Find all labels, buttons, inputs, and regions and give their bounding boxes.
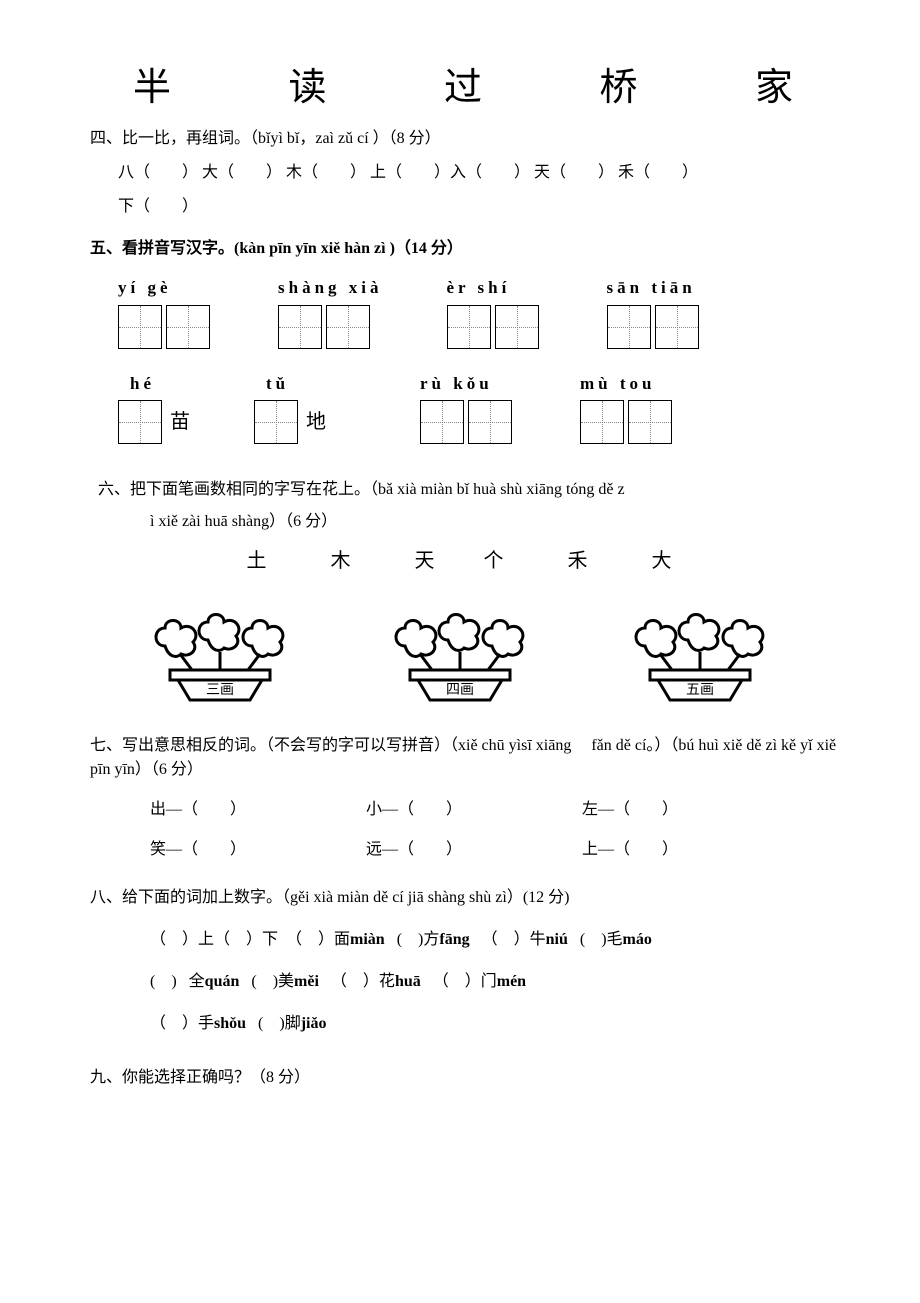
pinyin-group: hé 苗: [118, 371, 190, 445]
tianzi-box[interactable]: [326, 305, 370, 349]
tianzi-box[interactable]: [655, 305, 699, 349]
sec5-row1: yí gè shàng xià èr shí sān tiān: [90, 275, 850, 349]
svg-text:四画: 四画: [446, 683, 474, 698]
tianzi-box[interactable]: [495, 305, 539, 349]
sec6-title-b: ì xiě zài huā shàng）（6 分）: [90, 510, 850, 534]
tianzi-box[interactable]: [118, 305, 162, 349]
opp-pair: 左—（ ）: [582, 798, 678, 822]
tianzi-box[interactable]: [254, 400, 298, 444]
pinyin-label: rù kǒu: [420, 371, 493, 397]
suffix-char: 地: [306, 407, 326, 437]
svg-text:五画: 五画: [686, 683, 714, 698]
opp-pair: 上—（ ）: [582, 838, 678, 862]
svg-text:三画: 三画: [206, 683, 234, 698]
sec8-line1: （ ）上（ ）下 （ ）面miàn ( )方fāng （ ）牛niú ( )毛m…: [90, 928, 850, 952]
sec6-pots-row: 三画 四画 五画: [90, 594, 850, 714]
tianzi-box[interactable]: [607, 305, 651, 349]
pinyin-group: tǔ 地: [254, 371, 326, 445]
tianzi-box[interactable]: [468, 400, 512, 444]
pinyin-label: mù tou: [580, 371, 655, 397]
sec6-chars: 土 木 天 个 禾 大: [90, 546, 850, 576]
header-big-chars: 半 读 过 桥 家: [90, 60, 850, 117]
sec7-title: 七、写出意思相反的词。（不会写的字可以写拼音）（xiě chū yìsī xiā…: [90, 734, 850, 782]
sec4-title: 四、比一比，再组词。（bǐyì bǐ，zaì zǔ cí ）（8 分）: [90, 127, 850, 151]
pinyin-label: sān tiān: [607, 275, 696, 301]
tianzi-box[interactable]: [166, 305, 210, 349]
sec7-row1: 出—（ ） 小—（ ） 左—（ ）: [90, 798, 850, 822]
opp-pair: 远—（ ）: [366, 838, 462, 862]
sec8-line2: ( ) 全quán ( )美měi （ ）花huā （ ）门mén: [90, 970, 850, 994]
sec5-row2: hé 苗 tǔ 地 rù kǒu mù tou: [90, 371, 850, 445]
tianzi-box[interactable]: [118, 400, 162, 444]
tianzi-box[interactable]: [628, 400, 672, 444]
pinyin-group: èr shí: [447, 275, 543, 349]
pinyin-label: tǔ: [254, 371, 289, 397]
flower-pot-icon: 四画: [370, 604, 550, 704]
opp-pair: 笑—（ ）: [150, 838, 246, 862]
sec8-title: 八、给下面的词加上数字。（gěi xià miàn dě cí jiā shàn…: [90, 886, 850, 910]
sec8-line3: （ ）手shǒu ( )脚jiǎo: [90, 1012, 850, 1036]
flower-pot-icon: 三画: [130, 604, 310, 704]
opp-pair: 小—（ ）: [366, 798, 462, 822]
tianzi-box[interactable]: [580, 400, 624, 444]
sec4-line1: 八（ ） 大（ ） 木（ ） 上（ ）入（ ） 天（ ） 禾（ ）: [90, 161, 850, 185]
pinyin-group: sān tiān: [607, 275, 703, 349]
suffix-char: 苗: [170, 407, 190, 437]
pinyin-group: yí gè: [118, 275, 214, 349]
tianzi-box[interactable]: [420, 400, 464, 444]
sec4-line2: 下（ ）: [90, 195, 850, 219]
opp-pair: 出—（ ）: [150, 798, 246, 822]
pinyin-group: shàng xià: [278, 275, 383, 349]
tianzi-box[interactable]: [278, 305, 322, 349]
sec5-title: 五、看拼音写汉字。(kàn pīn yīn xiě hàn zì )（14 分）: [90, 237, 850, 261]
pinyin-label: èr shí: [447, 275, 511, 301]
sec6-title-a: 六、把下面笔画数相同的字写在花上。（bǎ xià miàn bǐ huà shù…: [90, 478, 850, 502]
sec9-title: 九、你能选择正确吗？（8 分）: [90, 1066, 850, 1090]
pinyin-label: yí gè: [118, 275, 172, 301]
pinyin-group: rù kǒu: [420, 371, 516, 445]
pinyin-label: shàng xià: [278, 275, 383, 301]
sec7-row2: 笑—（ ） 远—（ ） 上—（ ）: [90, 838, 850, 862]
pinyin-group: mù tou: [580, 371, 676, 445]
tianzi-box[interactable]: [447, 305, 491, 349]
pinyin-label: hé: [118, 371, 155, 397]
flower-pot-icon: 五画: [610, 604, 790, 704]
